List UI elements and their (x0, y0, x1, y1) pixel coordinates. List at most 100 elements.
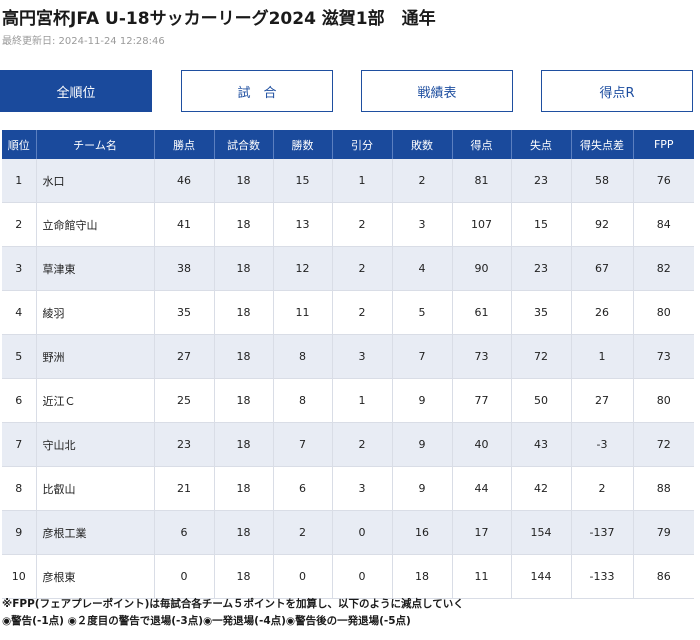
cell-rank: 1 (2, 159, 37, 203)
cell-fpp: 80 (633, 290, 694, 335)
cell-losses: 2 (392, 159, 453, 203)
fpp-notes: ※FPP(フェアプレーポイント)は毎試合各チーム５ポイントを加算し、以下のように… (2, 596, 698, 630)
cell-rank: 4 (2, 290, 37, 335)
cell-wins: 8 (273, 378, 333, 423)
cell-fpp: 86 (633, 554, 694, 599)
cell-goal-difference: 2 (571, 466, 634, 511)
tab-bar: 全順位 試 合 戦績表 得点R (0, 70, 700, 114)
cell-goal-difference: 58 (571, 159, 634, 203)
cell-played: 18 (214, 159, 274, 203)
header-goals-against: 失点 (511, 130, 572, 159)
cell-wins: 8 (273, 334, 333, 379)
cell-team-name: 近江Ｃ (36, 378, 155, 423)
cell-goals-for: 61 (452, 290, 512, 335)
header-points: 勝点 (154, 130, 215, 159)
cell-goals-against: 35 (511, 290, 572, 335)
cell-points: 0 (154, 554, 215, 599)
table-row: 6 近江Ｃ 25 18 8 1 9 77 50 27 80 (2, 378, 694, 423)
cell-goal-difference: 67 (571, 246, 634, 291)
cell-wins: 12 (273, 246, 333, 291)
cell-points: 25 (154, 378, 215, 423)
cell-rank: 3 (2, 246, 37, 291)
cell-losses: 4 (392, 246, 453, 291)
tab-scorer-ranking[interactable]: 得点R (541, 70, 693, 112)
table-row: 5 野洲 27 18 8 3 7 73 72 1 73 (2, 334, 694, 379)
cell-losses: 9 (392, 466, 453, 511)
table-row: 4 綾羽 35 18 11 2 5 61 35 26 80 (2, 290, 694, 335)
table-header-row: 順位 チーム名 勝点 試合数 勝数 引分 敗数 得点 失点 得失点差 FPP (2, 130, 694, 159)
cell-goal-difference: -137 (571, 510, 634, 555)
cell-rank: 10 (2, 554, 37, 599)
cell-played: 18 (214, 422, 274, 467)
header-goals-for: 得点 (452, 130, 512, 159)
table-row: 10 彦根東 0 18 0 0 18 11 144 -133 86 (2, 554, 694, 599)
cell-played: 18 (214, 334, 274, 379)
cell-played: 18 (214, 290, 274, 335)
cell-goals-for: 77 (452, 378, 512, 423)
cell-goal-difference: -3 (571, 422, 634, 467)
cell-goals-against: 42 (511, 466, 572, 511)
cell-losses: 16 (392, 510, 453, 555)
cell-played: 18 (214, 202, 274, 247)
cell-team-name: 水口 (36, 159, 155, 203)
standings-table: 順位 チーム名 勝点 試合数 勝数 引分 敗数 得点 失点 得失点差 FPP 1… (2, 130, 694, 599)
cell-fpp: 72 (633, 422, 694, 467)
cell-losses: 3 (392, 202, 453, 247)
cell-wins: 7 (273, 422, 333, 467)
cell-goals-for: 40 (452, 422, 512, 467)
cell-goals-against: 144 (511, 554, 572, 599)
cell-goal-difference: -133 (571, 554, 634, 599)
cell-points: 35 (154, 290, 215, 335)
header-losses: 敗数 (392, 130, 453, 159)
cell-goals-against: 72 (511, 334, 572, 379)
cell-goal-difference: 27 (571, 378, 634, 423)
cell-team-name: 野洲 (36, 334, 155, 379)
cell-goals-against: 50 (511, 378, 572, 423)
cell-fpp: 88 (633, 466, 694, 511)
cell-goals-against: 15 (511, 202, 572, 247)
header-rank: 順位 (2, 130, 37, 159)
cell-fpp: 79 (633, 510, 694, 555)
cell-goal-difference: 92 (571, 202, 634, 247)
cell-goals-for: 90 (452, 246, 512, 291)
cell-draws: 2 (332, 202, 393, 247)
cell-draws: 3 (332, 466, 393, 511)
cell-goals-for: 17 (452, 510, 512, 555)
cell-played: 18 (214, 510, 274, 555)
cell-played: 18 (214, 378, 274, 423)
cell-points: 27 (154, 334, 215, 379)
cell-wins: 6 (273, 466, 333, 511)
cell-losses: 18 (392, 554, 453, 599)
cell-losses: 9 (392, 422, 453, 467)
cell-team-name: 草津東 (36, 246, 155, 291)
cell-wins: 15 (273, 159, 333, 203)
cell-goals-for: 107 (452, 202, 512, 247)
tab-matches[interactable]: 試 合 (181, 70, 333, 112)
cell-played: 18 (214, 554, 274, 599)
cell-team-name: 彦根東 (36, 554, 155, 599)
cell-played: 18 (214, 466, 274, 511)
cell-goals-against: 23 (511, 159, 572, 203)
cell-wins: 2 (273, 510, 333, 555)
cell-draws: 0 (332, 554, 393, 599)
table-row: 8 比叡山 21 18 6 3 9 44 42 2 88 (2, 466, 694, 511)
fpp-note-line: ※FPP(フェアプレーポイント)は毎試合各チーム５ポイントを加算し、以下のように… (2, 598, 464, 610)
cell-team-name: 彦根工業 (36, 510, 155, 555)
cell-fpp: 76 (633, 159, 694, 203)
cell-points: 46 (154, 159, 215, 203)
header-team-name: チーム名 (36, 130, 155, 159)
cell-rank: 2 (2, 202, 37, 247)
cell-rank: 7 (2, 422, 37, 467)
header-draws: 引分 (332, 130, 393, 159)
cell-points: 38 (154, 246, 215, 291)
cell-losses: 7 (392, 334, 453, 379)
cell-draws: 2 (332, 422, 393, 467)
cell-team-name: 守山北 (36, 422, 155, 467)
cell-rank: 8 (2, 466, 37, 511)
cell-rank: 9 (2, 510, 37, 555)
cell-fpp: 82 (633, 246, 694, 291)
tab-results-table[interactable]: 戦績表 (361, 70, 513, 112)
cell-team-name: 立命館守山 (36, 202, 155, 247)
tab-all-standings[interactable]: 全順位 (0, 70, 152, 112)
cell-goals-against: 23 (511, 246, 572, 291)
